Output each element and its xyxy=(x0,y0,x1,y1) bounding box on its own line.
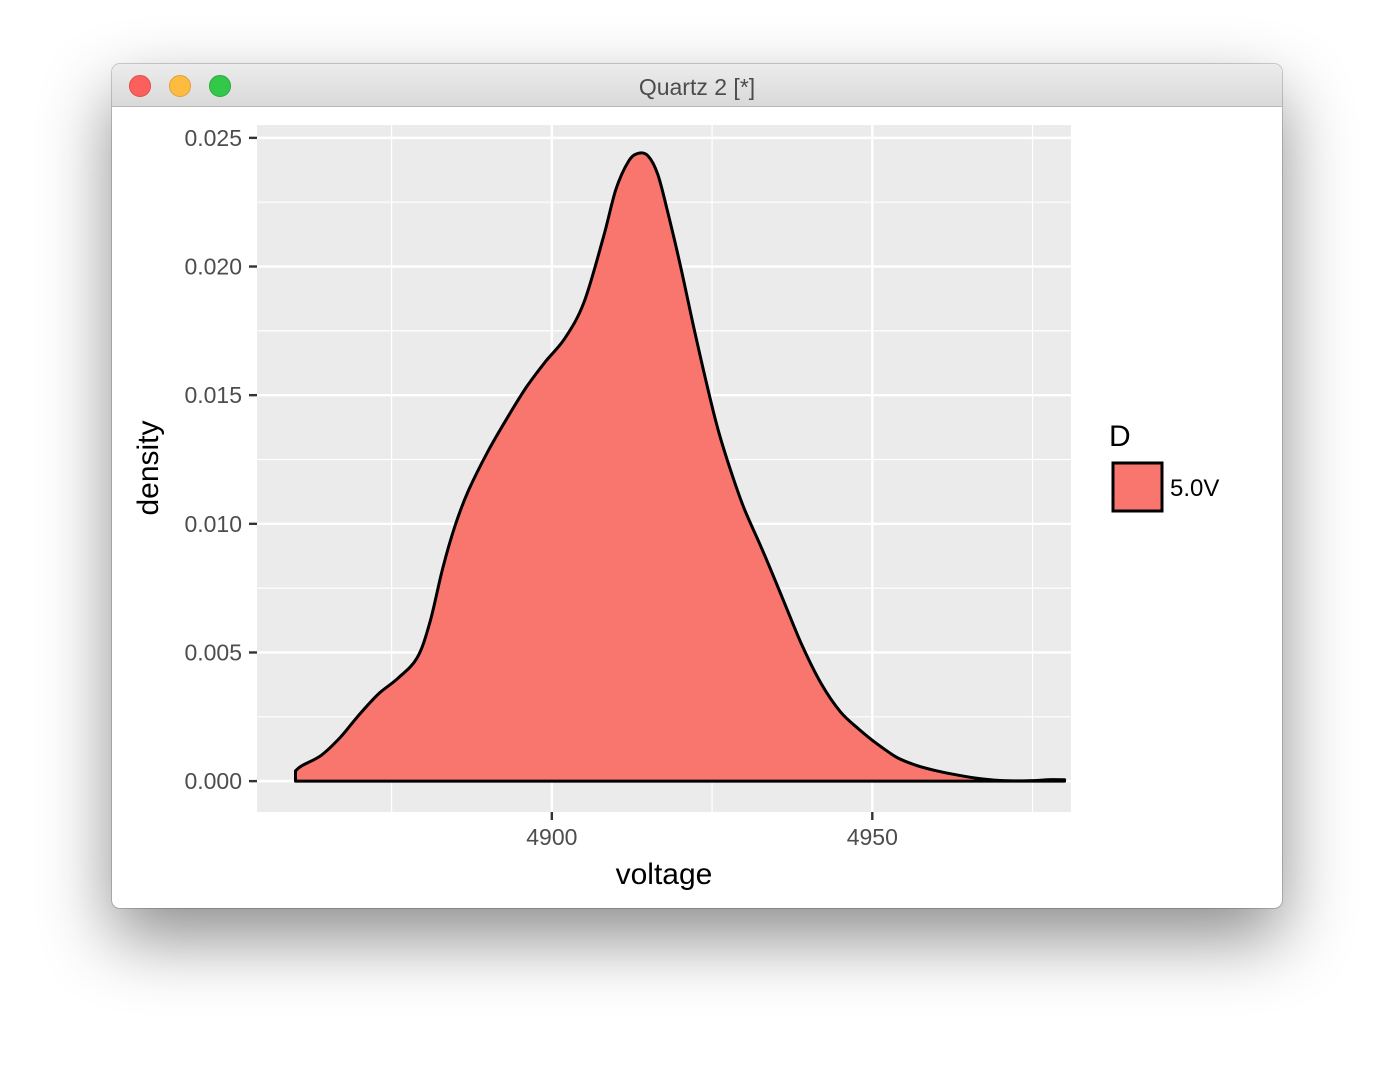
x-tick-label: 4900 xyxy=(526,824,577,850)
y-tick-label: 0.010 xyxy=(184,511,242,537)
y-axis-title: density xyxy=(132,420,165,515)
quartz-window: Quartz 2 [*] 0.000 0.005 0.010 0.015 0.020 0.… xyxy=(112,64,1282,908)
legend: D 5.0V xyxy=(1109,420,1219,513)
x-axis: 4900 4950 xyxy=(526,812,898,850)
y-tick-label: 0.005 xyxy=(184,639,242,665)
minimize-button[interactable] xyxy=(169,75,191,97)
y-tick-label: 0.000 xyxy=(184,768,242,794)
zoom-button[interactable] xyxy=(209,75,231,97)
y-tick-label: 0.015 xyxy=(184,382,242,408)
y-tick-label: 0.025 xyxy=(184,125,242,151)
legend-title: D xyxy=(1109,420,1131,453)
y-axis: 0.000 0.005 0.010 0.015 0.020 0.025 xyxy=(184,125,257,794)
legend-label-5.0V: 5.0V xyxy=(1170,475,1219,502)
window-title: Quartz 2 [*] xyxy=(638,74,756,100)
x-tick-label: 4950 xyxy=(847,824,898,850)
x-axis-title: voltage xyxy=(616,858,713,891)
legend-key-5.0V xyxy=(1111,461,1164,513)
y-tick-label: 0.020 xyxy=(184,254,242,280)
close-button[interactable] xyxy=(129,75,151,97)
title-bar[interactable]: Quartz 2 [*] xyxy=(112,64,1282,107)
density-area-5.0V xyxy=(294,151,1067,783)
